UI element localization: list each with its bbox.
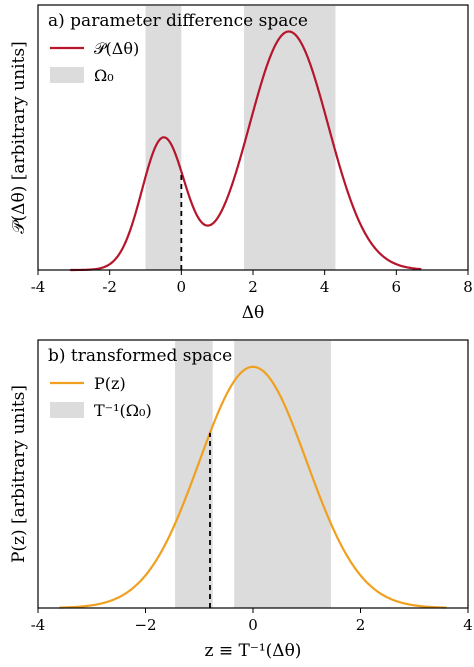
a-curve-group xyxy=(70,30,422,272)
a-legend-label-region: Ω₀ xyxy=(94,66,114,85)
b-chart-title: b) transformed space xyxy=(48,346,232,366)
a-x-axis-label: Δθ xyxy=(242,303,265,323)
a-x-tick-label: 2 xyxy=(248,278,258,296)
b-shaded-regions xyxy=(175,341,331,608)
b-x-axis-label: z ≡ T⁻¹(Δθ) xyxy=(205,641,302,661)
b-x-tick-label: −2 xyxy=(134,616,156,634)
b-legend-label-curve: P(z) xyxy=(94,374,126,393)
b-x-tick-label: 4 xyxy=(463,616,473,634)
b-legend: P(z) T⁻¹(Ω₀) xyxy=(50,374,152,420)
b-legend-shade-swatch xyxy=(50,402,84,418)
a-legend-label-curve: 𝒫(Δθ) xyxy=(94,39,139,58)
a-x-tick-label: 8 xyxy=(463,278,473,296)
a-x-tick-label: 4 xyxy=(320,278,330,296)
b-legend-label-region: T⁻¹(Ω₀) xyxy=(94,401,152,420)
a-x-tick-label: -4 xyxy=(31,278,46,296)
b-x-tick-label: 0 xyxy=(248,616,258,634)
a-legend-shade-swatch xyxy=(50,67,84,83)
a-chart-title: a) parameter difference space xyxy=(48,11,308,31)
b-y-axis-label: P(z) [arbitrary units] xyxy=(9,385,29,563)
a-y-axis-label: 𝒫(Δθ) [arbitrary units] xyxy=(9,41,29,233)
a-density-curve xyxy=(70,30,422,272)
b-x-tick-label: 2 xyxy=(356,616,366,634)
a-legend: 𝒫(Δθ) Ω₀ xyxy=(50,39,139,85)
a-x-tick-label: 6 xyxy=(392,278,402,296)
b-x-tick-label: -4 xyxy=(31,616,46,634)
a-x-tick-label: -2 xyxy=(102,278,117,296)
b-curve-group xyxy=(59,365,447,609)
b-density-curve xyxy=(59,365,447,609)
a-x-ticks: -4 -2 0 2 4 6 8 xyxy=(31,270,473,296)
a-x-tick-label: 0 xyxy=(177,278,187,296)
a-shaded-region-1 xyxy=(244,6,336,270)
a-shaded-regions xyxy=(145,6,336,270)
panel-b: -4 −2 0 2 4 b) transformed space P(z) T⁻¹(Ω₀… xyxy=(9,339,473,661)
panel-a: -4 -2 0 2 4 6 8 a) parameter difference space … xyxy=(9,4,473,323)
b-shaded-region-1 xyxy=(234,341,331,608)
b-x-ticks: -4 −2 0 2 4 xyxy=(31,608,473,634)
